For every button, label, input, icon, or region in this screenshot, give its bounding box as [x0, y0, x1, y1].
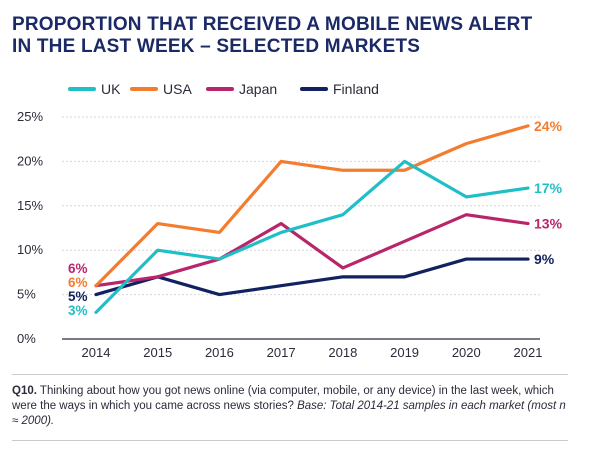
start-label: 5% [68, 289, 88, 304]
x-tick-label: 2020 [452, 345, 481, 360]
end-label: 17% [534, 180, 563, 196]
y-tick-label: 10% [17, 242, 43, 257]
x-tick-label: 2018 [328, 345, 357, 360]
chart-title-line-1: PROPORTION THAT RECEIVED A MOBILE NEWS A… [12, 14, 533, 35]
y-tick-label: 20% [17, 153, 43, 168]
x-tick-label: 2014 [82, 345, 111, 360]
legend-label: USA [163, 81, 192, 97]
y-tick-label: 0% [17, 331, 36, 346]
x-tick-label: 2015 [143, 345, 172, 360]
line-chart: 0% 5% 10% 15% 20% 25% 2014 2015 2016 2017 2018 2019… [17, 81, 563, 360]
start-label: 6% [68, 261, 88, 276]
series-line-japan [94, 213, 530, 288]
x-tick-label: 2021 [514, 345, 543, 360]
series-line-finland [94, 257, 530, 297]
footnote-divider-top [12, 374, 568, 375]
legend-label: Japan [239, 81, 277, 97]
chart-title-line-2: IN THE LAST WEEK – SELECTED MARKETS [12, 36, 421, 57]
y-tick-label: 25% [17, 109, 43, 124]
footnote-divider-bottom [12, 440, 568, 441]
end-label: 9% [534, 251, 555, 267]
y-tick-label: 5% [17, 287, 36, 302]
x-tick-label: 2017 [267, 345, 296, 360]
chart-title: PROPORTION THAT RECEIVED A MOBILE NEWS A… [12, 14, 572, 58]
end-label: 24% [534, 118, 563, 134]
end-label: 13% [534, 216, 563, 232]
footnote-base: Base: Total 2014-21 samples in each mark… [12, 400, 566, 427]
footnote-text: Thinking about how you got news online (… [12, 385, 554, 412]
footnote-label: Q10. [12, 385, 37, 397]
series-line-usa [94, 124, 530, 288]
legend-label: Finland [333, 81, 379, 97]
footnote: Q10. Thinking about how you got news onl… [12, 384, 572, 429]
x-tick-label: 2016 [205, 345, 234, 360]
x-tick-label: 2019 [390, 345, 419, 360]
start-label: 3% [68, 303, 88, 318]
series-line-uk [94, 159, 530, 314]
y-tick-label: 15% [17, 198, 43, 213]
start-label: 6% [68, 275, 88, 290]
legend-label: UK [101, 81, 121, 97]
